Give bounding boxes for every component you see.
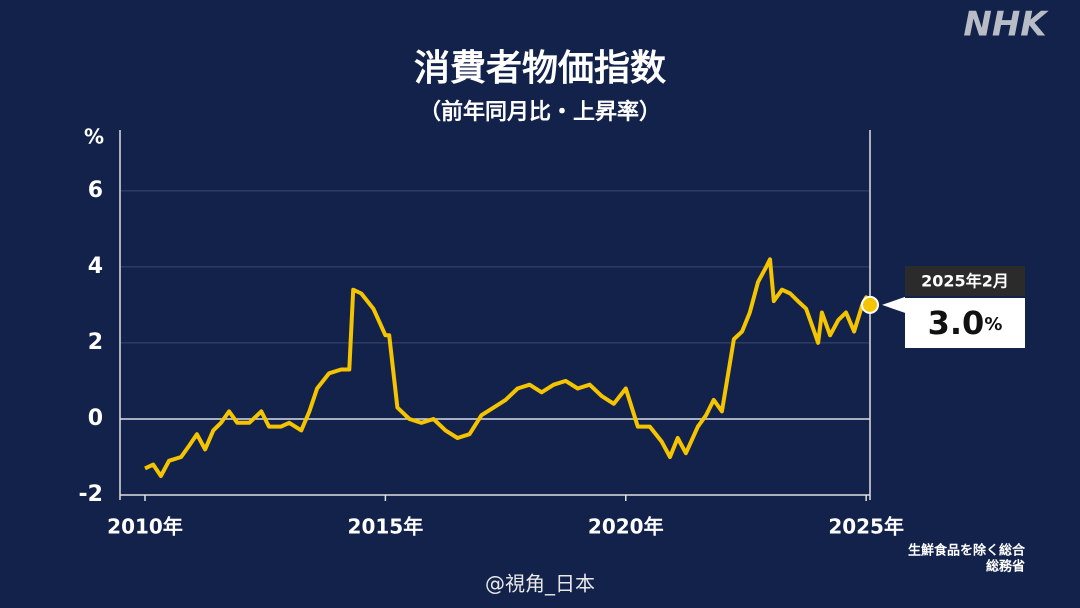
callout-unit: % (984, 314, 1002, 335)
chart-title: 消費者物価指数 (414, 48, 666, 89)
x-tick-label: 2015年 (348, 515, 424, 539)
series-line (144, 257, 872, 478)
watermark: @視角_日本 (485, 572, 595, 596)
y-tick-label: -2 (79, 482, 103, 507)
source-note: 総務省 (986, 559, 1025, 575)
latest-marker (861, 295, 879, 314)
callout-date: 2025年2月 (921, 272, 1009, 291)
x-tick-label: 2010年 (107, 515, 183, 539)
chart-subtitle: （前年同月比・上昇率） (419, 99, 661, 125)
y-axis-label: % (84, 125, 104, 149)
callout-value-box (905, 298, 1025, 348)
callout-value-number: 3.0 (928, 304, 985, 342)
y-tick-label: 2 (88, 330, 103, 355)
source-note: 生鮮食品を除く総合 (908, 543, 1026, 559)
y-tick-label: 0 (88, 406, 103, 431)
x-tick-label: 2020年 (588, 515, 664, 539)
y-tick-label: 6 (88, 178, 103, 203)
y-tick-label: 4 (88, 254, 103, 279)
x-tick-label: 2025年 (828, 515, 904, 539)
callout-pointer (882, 296, 905, 313)
callout-value: 3.0% (928, 304, 1003, 342)
logo: NHK (963, 5, 1049, 45)
callout-date-box (905, 266, 1025, 296)
